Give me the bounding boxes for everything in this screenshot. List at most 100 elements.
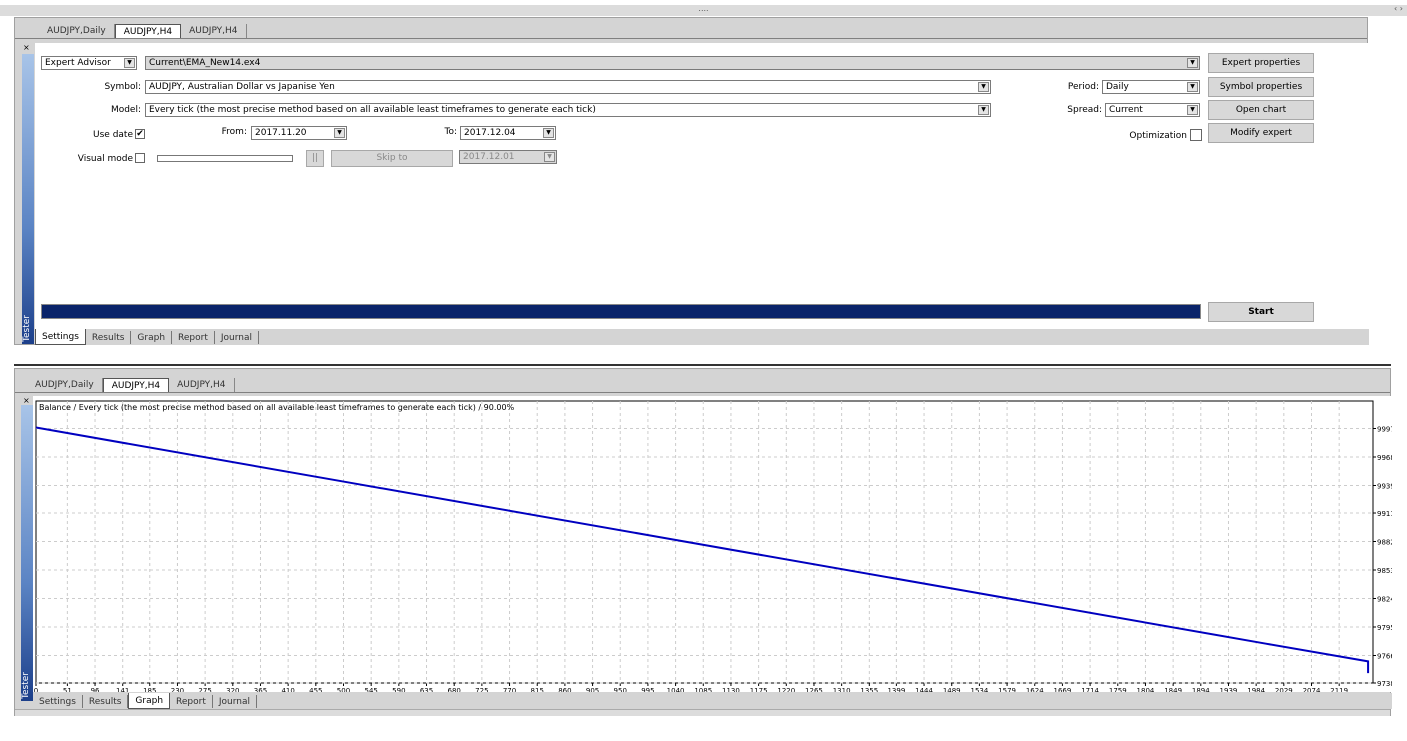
chart-tab-audjpy-h4[interactable]: AUDJPY,H4 xyxy=(181,24,247,38)
chart-tabs: AUDJPY,Daily AUDJPY,H4 AUDJPY,H4 xyxy=(15,21,1367,39)
use-date-checkbox[interactable]: ✔ xyxy=(135,129,145,139)
splitter[interactable] xyxy=(14,364,1391,366)
chevron-down-icon: ▼ xyxy=(544,152,555,162)
y-tick-label: 9911 xyxy=(1377,510,1392,518)
tab-results[interactable]: Results xyxy=(83,695,129,708)
y-tick-label: 9997 xyxy=(1377,426,1392,434)
chart-tab-audjpy-h4[interactable]: AUDJPY,H4 xyxy=(102,378,170,392)
tab-settings[interactable]: Settings xyxy=(35,329,86,345)
progress-bar xyxy=(41,304,1201,319)
x-tick-label: 680 xyxy=(448,687,461,692)
chevron-down-icon: ▼ xyxy=(978,82,989,92)
spread-select[interactable]: Current ▼ xyxy=(1105,103,1200,117)
tab-journal[interactable]: Journal xyxy=(215,331,260,344)
expert-properties-button[interactable]: Expert properties xyxy=(1208,53,1314,73)
y-tick-label: 9795 xyxy=(1377,624,1392,632)
close-icon[interactable]: × xyxy=(23,396,30,405)
x-tick-label: 1310 xyxy=(833,687,851,692)
x-tick-label: 770 xyxy=(503,687,516,692)
to-label: To: xyxy=(444,127,457,137)
x-tick-label: 2029 xyxy=(1275,687,1293,692)
x-tick-label: 1355 xyxy=(860,687,878,692)
chart-title: Balance / Every tick (the most precise m… xyxy=(39,403,515,412)
from-date-input[interactable]: 2017.11.20 ▼ xyxy=(251,126,347,140)
symbol-label: Symbol: xyxy=(104,82,141,92)
chevron-down-icon: ▼ xyxy=(543,128,554,138)
to-date-input[interactable]: 2017.12.04 ▼ xyxy=(460,126,556,140)
close-icon[interactable]: × xyxy=(23,43,30,52)
x-tick-label: 410 xyxy=(281,687,294,692)
chart-tab-audjpy-h4[interactable]: AUDJPY,H4 xyxy=(169,378,235,392)
x-tick-label: 1175 xyxy=(750,687,768,692)
visual-mode-checkbox[interactable] xyxy=(135,153,145,163)
y-tick-label: 9968 xyxy=(1377,454,1392,462)
graph-area: 0 51 96 141 185 230 275 320 365 410 455 500 545 590 63… xyxy=(33,396,1395,695)
open-chart-button[interactable]: Open chart xyxy=(1208,100,1314,120)
x-tick-label: 1984 xyxy=(1247,687,1265,692)
x-tick-label: 1804 xyxy=(1137,687,1155,692)
y-tick-label: 9824 xyxy=(1377,595,1392,603)
skip-to-date-input[interactable]: 2017.12.01 ▼ xyxy=(459,150,557,164)
tab-settings[interactable]: Settings xyxy=(33,695,83,708)
optimization-checkbox[interactable] xyxy=(1190,129,1202,141)
symbol-properties-button[interactable]: Symbol properties xyxy=(1208,77,1314,97)
spread-label: Spread: xyxy=(1067,105,1102,115)
expert-select[interactable]: Current\EMA_New14.ex4 ▼ xyxy=(145,56,1200,70)
period-select[interactable]: Daily ▼ xyxy=(1102,80,1200,94)
balance-chart: 0 51 96 141 185 230 275 320 365 410 455 500 545 590 63… xyxy=(34,400,1395,695)
chevron-down-icon: ▼ xyxy=(334,128,345,138)
start-button[interactable]: Start xyxy=(1208,302,1314,322)
pause-button[interactable]: || xyxy=(306,150,324,167)
x-tick-label: 185 xyxy=(143,687,156,692)
tab-results[interactable]: Results xyxy=(86,331,132,344)
x-tick-label: 230 xyxy=(171,687,184,692)
x-tick-label: 1669 xyxy=(1054,687,1072,692)
tab-graph[interactable]: Graph xyxy=(131,331,173,344)
tester-sidebar: Tester xyxy=(21,405,33,701)
x-tick-label: 860 xyxy=(558,687,571,692)
chart-tab-audjpy-daily[interactable]: AUDJPY,Daily xyxy=(27,378,103,392)
optimization-label: Optimization xyxy=(1129,131,1187,141)
progress-fill xyxy=(42,305,1200,318)
chart-tab-audjpy-h4[interactable]: AUDJPY,H4 xyxy=(114,24,182,38)
tester-graph-panel: AUDJPY,Daily AUDJPY,H4 AUDJPY,H4 × Tester … xyxy=(14,368,1395,716)
balance-line xyxy=(35,426,1370,674)
scroll-arrows[interactable]: ‹ › xyxy=(1394,4,1403,13)
from-label: From: xyxy=(221,127,247,137)
tab-journal[interactable]: Journal xyxy=(213,695,258,708)
chevron-down-icon: ▼ xyxy=(1187,105,1198,115)
tester-tabs: Settings Results Graph Report Journal xyxy=(33,693,1392,709)
chevron-down-icon: ▼ xyxy=(1187,82,1198,92)
tester-settings-panel: AUDJPY,Daily AUDJPY,H4 AUDJPY,H4 × Tester … xyxy=(14,17,1369,345)
x-tick-label: 590 xyxy=(392,687,405,692)
x-tick-label: 141 xyxy=(116,687,129,692)
top-splitter[interactable]: .... ‹ › xyxy=(0,5,1407,16)
x-tick-label: 1849 xyxy=(1164,687,1182,692)
x-tick-label: 725 xyxy=(475,687,488,692)
x-tick-label: 1759 xyxy=(1109,687,1127,692)
x-tick-label: 1489 xyxy=(943,687,961,692)
y-tick-label: 9882 xyxy=(1377,539,1392,547)
type-select[interactable]: Expert Advisor ▼ xyxy=(41,56,137,70)
modify-expert-button[interactable]: Modify expert xyxy=(1208,123,1314,143)
chart-tab-audjpy-daily[interactable]: AUDJPY,Daily xyxy=(39,24,115,38)
x-tick-label: 96 xyxy=(91,687,100,692)
visual-speed-slider[interactable] xyxy=(157,155,293,162)
skip-to-button[interactable]: Skip to xyxy=(331,150,453,167)
x-tick-label: 0 xyxy=(34,687,38,692)
x-tick-label: 2119 xyxy=(1330,687,1348,692)
x-tick-label: 320 xyxy=(226,687,239,692)
x-tick-label: 1220 xyxy=(777,687,795,692)
x-tick-label: 635 xyxy=(420,687,433,692)
tester-tabs: Settings Results Graph Report Journal xyxy=(35,329,1369,345)
model-select[interactable]: Every tick (the most precise method base… xyxy=(145,103,991,117)
symbol-select[interactable]: AUDJPY, Australian Dollar vs Japanise Ye… xyxy=(145,80,991,94)
tab-report[interactable]: Report xyxy=(172,331,215,344)
period-label: Period: xyxy=(1067,82,1099,92)
settings-area: Expert Advisor ▼ Current\EMA_New14.ex4 ▼ S… xyxy=(35,43,1369,330)
tab-report[interactable]: Report xyxy=(170,695,213,708)
tab-graph[interactable]: Graph xyxy=(128,693,171,709)
x-tick-label: 1579 xyxy=(998,687,1016,692)
x-tick-label: 1444 xyxy=(915,687,933,692)
x-tick-label: 1085 xyxy=(694,687,712,692)
